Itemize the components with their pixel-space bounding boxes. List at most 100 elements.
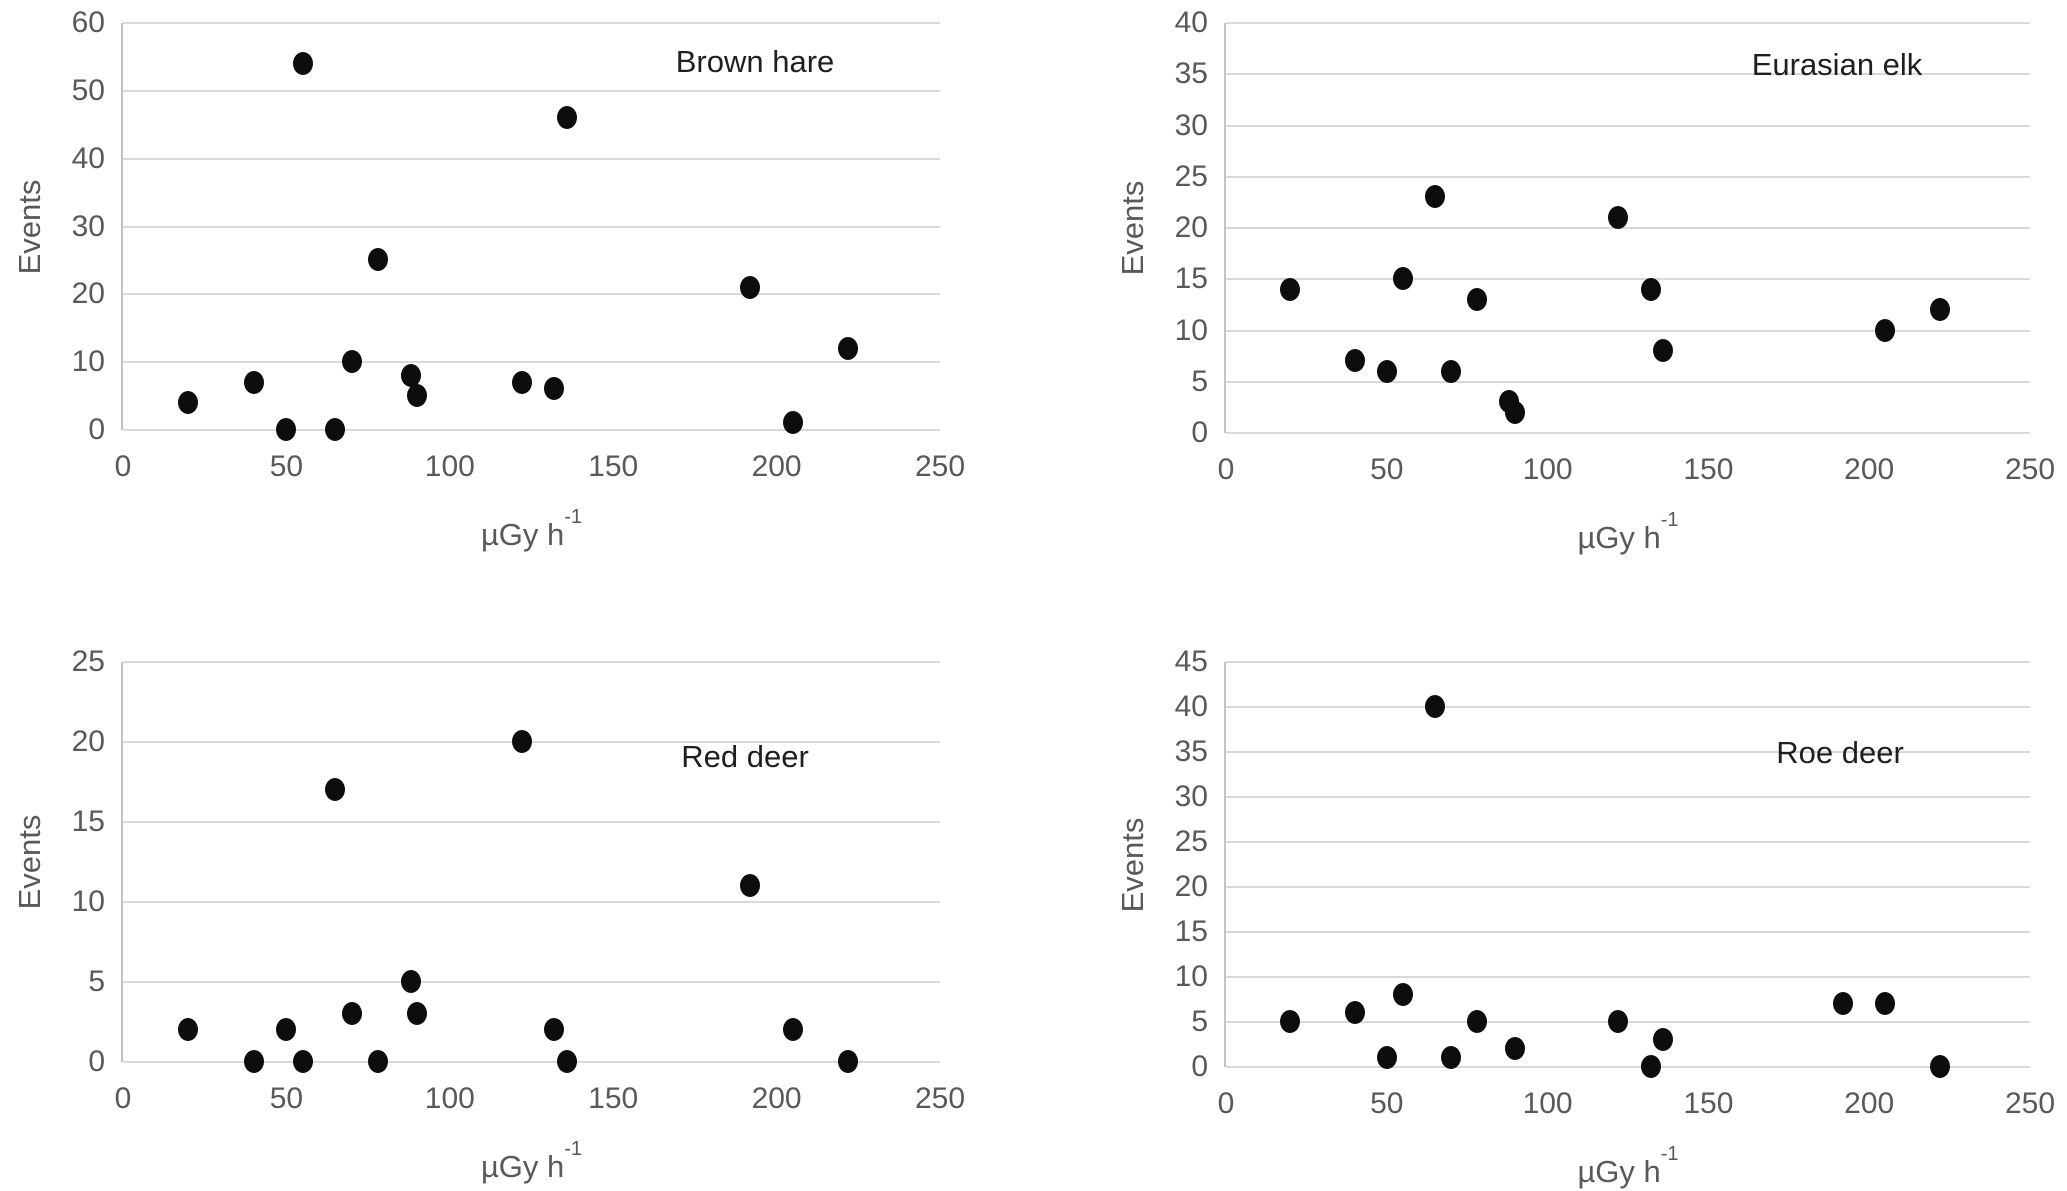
- y-axis-line: [1224, 662, 1226, 1067]
- y-axis-title: Events: [12, 179, 47, 274]
- gridline: [123, 293, 940, 296]
- data-point: [1441, 359, 1462, 383]
- data-point: [341, 350, 362, 374]
- gridline: [123, 157, 940, 160]
- x-tick-label: 50: [269, 450, 304, 483]
- gridline: [1226, 329, 2030, 332]
- data-point: [1425, 695, 1446, 718]
- data-point: [400, 363, 421, 387]
- data-point: [838, 336, 859, 360]
- y-axis-line: [121, 23, 123, 430]
- y-tick-label: 15: [1174, 262, 1208, 296]
- data-point: [400, 970, 421, 993]
- x-tick-label: 100: [424, 1082, 475, 1115]
- data-point: [782, 411, 803, 435]
- x-tick-label: 250: [914, 450, 966, 483]
- y-tick-label: 25: [1174, 159, 1208, 193]
- data-point: [178, 390, 199, 414]
- x-tick-label: 100: [424, 450, 475, 483]
- gridline: [1226, 380, 2030, 383]
- x-tick-label: 200: [751, 450, 802, 483]
- x-tick-label: 250: [2004, 1087, 2056, 1120]
- x-tick-label: 150: [588, 1082, 639, 1115]
- x-tick-label: 200: [751, 1082, 802, 1115]
- gridline: [123, 661, 940, 663]
- gridline: [123, 1061, 940, 1063]
- gridline: [1226, 841, 2030, 843]
- data-point: [292, 51, 313, 75]
- gridline: [1226, 706, 2030, 708]
- gridline: [1226, 751, 2030, 753]
- x-axis-title: µGy h-1: [382, 1139, 682, 1184]
- data-point: [243, 1050, 264, 1073]
- y-tick-label: 35: [1174, 57, 1208, 91]
- y-tick-label: 30: [1174, 108, 1208, 142]
- x-tick-label: 0: [114, 450, 132, 483]
- data-point: [511, 370, 532, 394]
- x-axis-title: µGy h-1: [1478, 1144, 1778, 1189]
- y-tick-label: 5: [88, 965, 105, 998]
- data-point: [407, 384, 428, 408]
- data-point: [1376, 359, 1397, 383]
- gridline: [123, 225, 940, 228]
- data-point: [1344, 1001, 1365, 1024]
- y-tick-label: 10: [71, 345, 105, 379]
- x-tick-label: 150: [1683, 453, 1734, 486]
- data-point: [740, 874, 761, 897]
- data-point: [557, 1050, 578, 1073]
- data-point: [1280, 277, 1301, 301]
- data-point: [782, 1018, 803, 1041]
- y-tick-label: 20: [71, 277, 105, 311]
- y-tick-label: 50: [71, 73, 105, 107]
- gridline: [123, 981, 940, 983]
- x-tick-label: 200: [1844, 1087, 1895, 1120]
- data-point: [325, 778, 346, 801]
- x-axis-title-superscript: -1: [1660, 508, 1679, 531]
- data-point: [544, 1018, 565, 1041]
- data-point: [1499, 390, 1519, 414]
- y-tick-label: 30: [71, 209, 105, 243]
- x-tick-label: 100: [1522, 453, 1573, 486]
- x-tick-label: 150: [588, 450, 639, 483]
- x-axis-title-superscript: -1: [564, 1137, 583, 1160]
- data-point: [1466, 287, 1487, 311]
- gridline: [1226, 432, 2030, 434]
- y-tick-label: 10: [71, 885, 105, 918]
- data-point: [1875, 318, 1896, 342]
- y-axis-title: Events: [12, 814, 47, 910]
- x-axis-title-superscript: -1: [564, 505, 583, 528]
- data-point: [740, 275, 761, 299]
- gridline: [1226, 931, 2030, 933]
- data-point: [1392, 983, 1413, 1006]
- data-point: [178, 1018, 199, 1041]
- x-tick-label: 100: [1522, 1087, 1573, 1120]
- y-tick-label: 40: [71, 141, 105, 175]
- data-point: [367, 1050, 388, 1073]
- x-axis-title-superscript: -1: [1660, 1142, 1679, 1165]
- x-tick-label: 250: [2004, 453, 2056, 486]
- data-point: [367, 248, 388, 272]
- y-axis-line: [1224, 23, 1226, 433]
- y-tick-label: 25: [1174, 825, 1208, 858]
- data-point: [1441, 1046, 1462, 1069]
- y-tick-label: 40: [1174, 690, 1208, 723]
- x-axis-title-text: µGy h: [480, 1149, 565, 1184]
- panel-title: Brown hare: [675, 44, 835, 79]
- panel-title: Red deer: [681, 739, 809, 774]
- x-axis-title-text: µGy h: [1577, 520, 1661, 555]
- data-point: [1833, 992, 1854, 1015]
- data-point: [1392, 267, 1413, 291]
- data-point: [1280, 1010, 1301, 1033]
- y-tick-label: 45: [1174, 645, 1208, 678]
- data-point: [1608, 205, 1629, 229]
- x-axis-title: µGy h-1: [1478, 510, 1778, 555]
- gridline: [123, 741, 940, 743]
- x-axis-title-text: µGy h: [480, 517, 565, 552]
- y-tick-label: 20: [1174, 211, 1208, 244]
- data-point: [1425, 185, 1446, 209]
- data-point: [325, 418, 346, 441]
- data-point: [1653, 1028, 1674, 1051]
